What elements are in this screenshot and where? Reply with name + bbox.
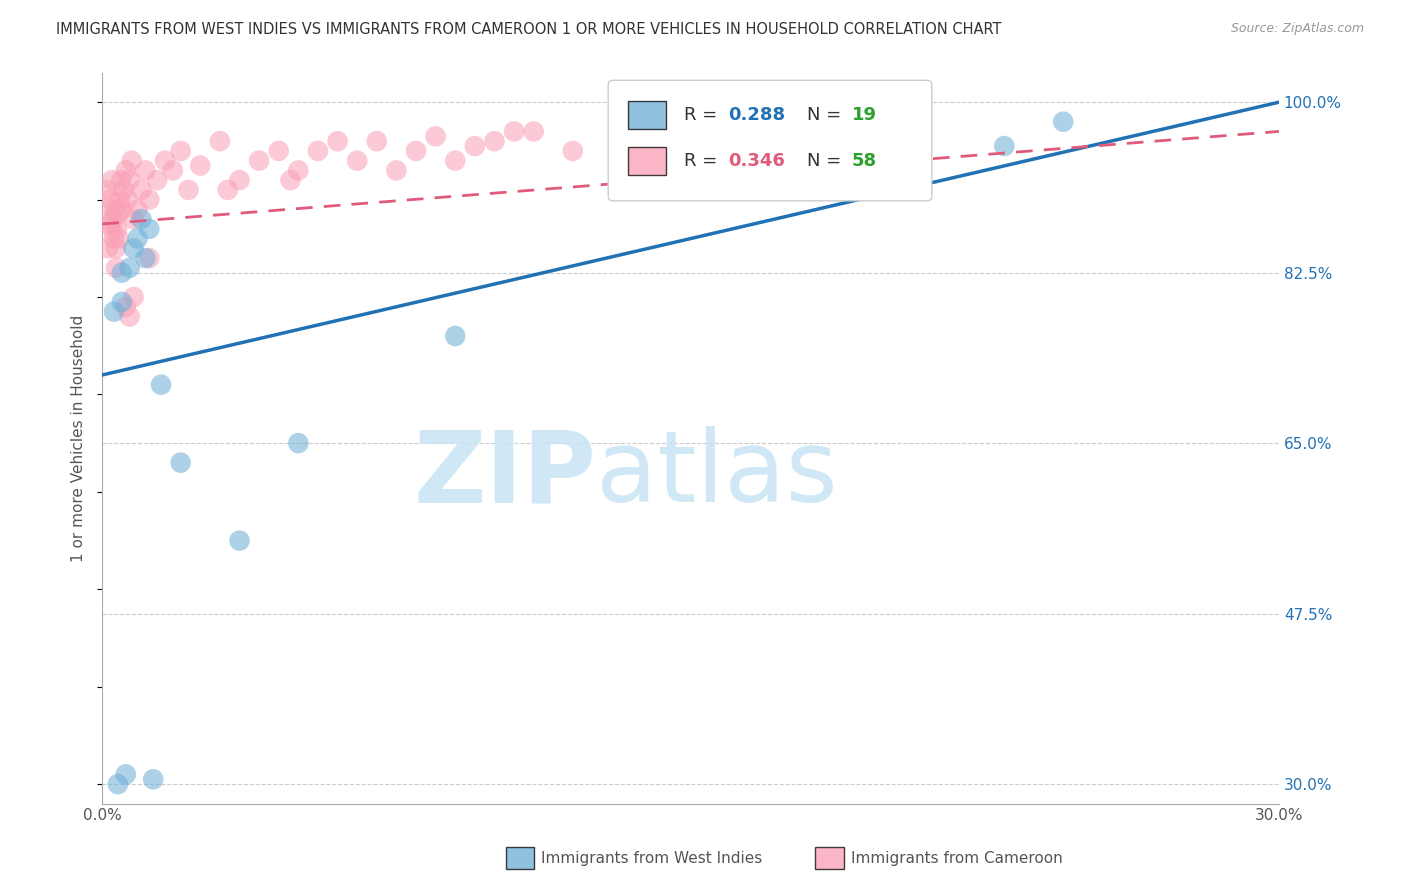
Point xyxy=(280,173,302,187)
Point xyxy=(101,222,124,236)
FancyBboxPatch shape xyxy=(628,147,666,175)
Point xyxy=(111,294,134,309)
Text: 58: 58 xyxy=(852,152,877,169)
Point xyxy=(122,212,145,227)
Point xyxy=(122,290,145,304)
Point xyxy=(110,173,132,187)
Y-axis label: 1 or more Vehicles in Household: 1 or more Vehicles in Household xyxy=(72,315,86,562)
Text: atlas: atlas xyxy=(596,426,838,524)
Point xyxy=(444,153,467,168)
Point xyxy=(134,163,156,178)
Point xyxy=(101,173,124,187)
Point xyxy=(138,222,160,236)
Point xyxy=(111,266,134,280)
Point xyxy=(122,241,145,255)
Point xyxy=(287,163,309,178)
Point xyxy=(138,193,160,207)
Point xyxy=(169,456,191,470)
Point xyxy=(97,241,120,255)
Point xyxy=(153,153,176,168)
Point xyxy=(134,251,156,265)
Point xyxy=(217,183,239,197)
Point xyxy=(188,159,211,173)
Point xyxy=(405,144,427,158)
Text: 0.288: 0.288 xyxy=(728,105,786,124)
Point xyxy=(105,222,128,236)
Point xyxy=(103,212,125,227)
Point xyxy=(111,202,134,217)
Point xyxy=(97,202,120,217)
Point xyxy=(131,212,153,227)
Point xyxy=(561,144,583,158)
Text: Immigrants from West Indies: Immigrants from West Indies xyxy=(541,851,762,865)
Point xyxy=(103,304,125,318)
Point xyxy=(146,173,169,187)
Point xyxy=(127,231,149,245)
Point xyxy=(208,134,231,148)
Point xyxy=(366,134,388,148)
Point xyxy=(114,300,136,314)
Point xyxy=(503,124,526,138)
Point xyxy=(307,144,329,158)
Point xyxy=(118,173,141,187)
FancyBboxPatch shape xyxy=(609,80,932,201)
Point xyxy=(425,129,447,144)
Point xyxy=(121,153,143,168)
Point xyxy=(162,163,184,178)
Point xyxy=(100,193,122,207)
Point xyxy=(444,329,467,343)
Text: Immigrants from Cameroon: Immigrants from Cameroon xyxy=(851,851,1063,865)
Point xyxy=(118,310,141,324)
Text: IMMIGRANTS FROM WEST INDIES VS IMMIGRANTS FROM CAMEROON 1 OR MORE VEHICLES IN HO: IMMIGRANTS FROM WEST INDIES VS IMMIGRANT… xyxy=(56,22,1001,37)
Point xyxy=(118,260,141,275)
Point xyxy=(107,207,129,221)
Point xyxy=(108,193,131,207)
Point xyxy=(94,183,117,197)
Point xyxy=(523,124,546,138)
Point xyxy=(98,217,121,231)
Text: 0.346: 0.346 xyxy=(728,152,785,169)
Point xyxy=(117,193,139,207)
Text: R =: R = xyxy=(683,105,723,124)
Point xyxy=(127,202,149,217)
Point xyxy=(385,163,408,178)
Point xyxy=(138,251,160,265)
Point xyxy=(104,202,127,217)
Point xyxy=(993,139,1015,153)
Point xyxy=(104,241,127,255)
Text: N =: N = xyxy=(807,105,846,124)
Point xyxy=(103,231,125,245)
Text: Source: ZipAtlas.com: Source: ZipAtlas.com xyxy=(1230,22,1364,36)
Point xyxy=(142,772,165,787)
FancyBboxPatch shape xyxy=(628,101,666,128)
Point xyxy=(177,183,200,197)
Point xyxy=(228,173,250,187)
Point xyxy=(114,163,136,178)
Point xyxy=(107,231,129,245)
Point xyxy=(484,134,506,148)
Point xyxy=(326,134,349,148)
Point xyxy=(150,377,173,392)
Text: R =: R = xyxy=(683,152,723,169)
Point xyxy=(247,153,270,168)
Text: N =: N = xyxy=(807,152,846,169)
Point xyxy=(287,436,309,450)
Point xyxy=(464,139,486,153)
Text: ZIP: ZIP xyxy=(413,426,596,524)
Point xyxy=(104,260,127,275)
Text: 19: 19 xyxy=(852,105,877,124)
Point xyxy=(346,153,368,168)
Point xyxy=(112,183,135,197)
Point xyxy=(228,533,250,548)
Point xyxy=(267,144,290,158)
Point xyxy=(169,144,191,158)
Point xyxy=(1052,114,1074,128)
Point xyxy=(131,183,153,197)
Point xyxy=(107,777,129,791)
Point xyxy=(114,767,136,781)
